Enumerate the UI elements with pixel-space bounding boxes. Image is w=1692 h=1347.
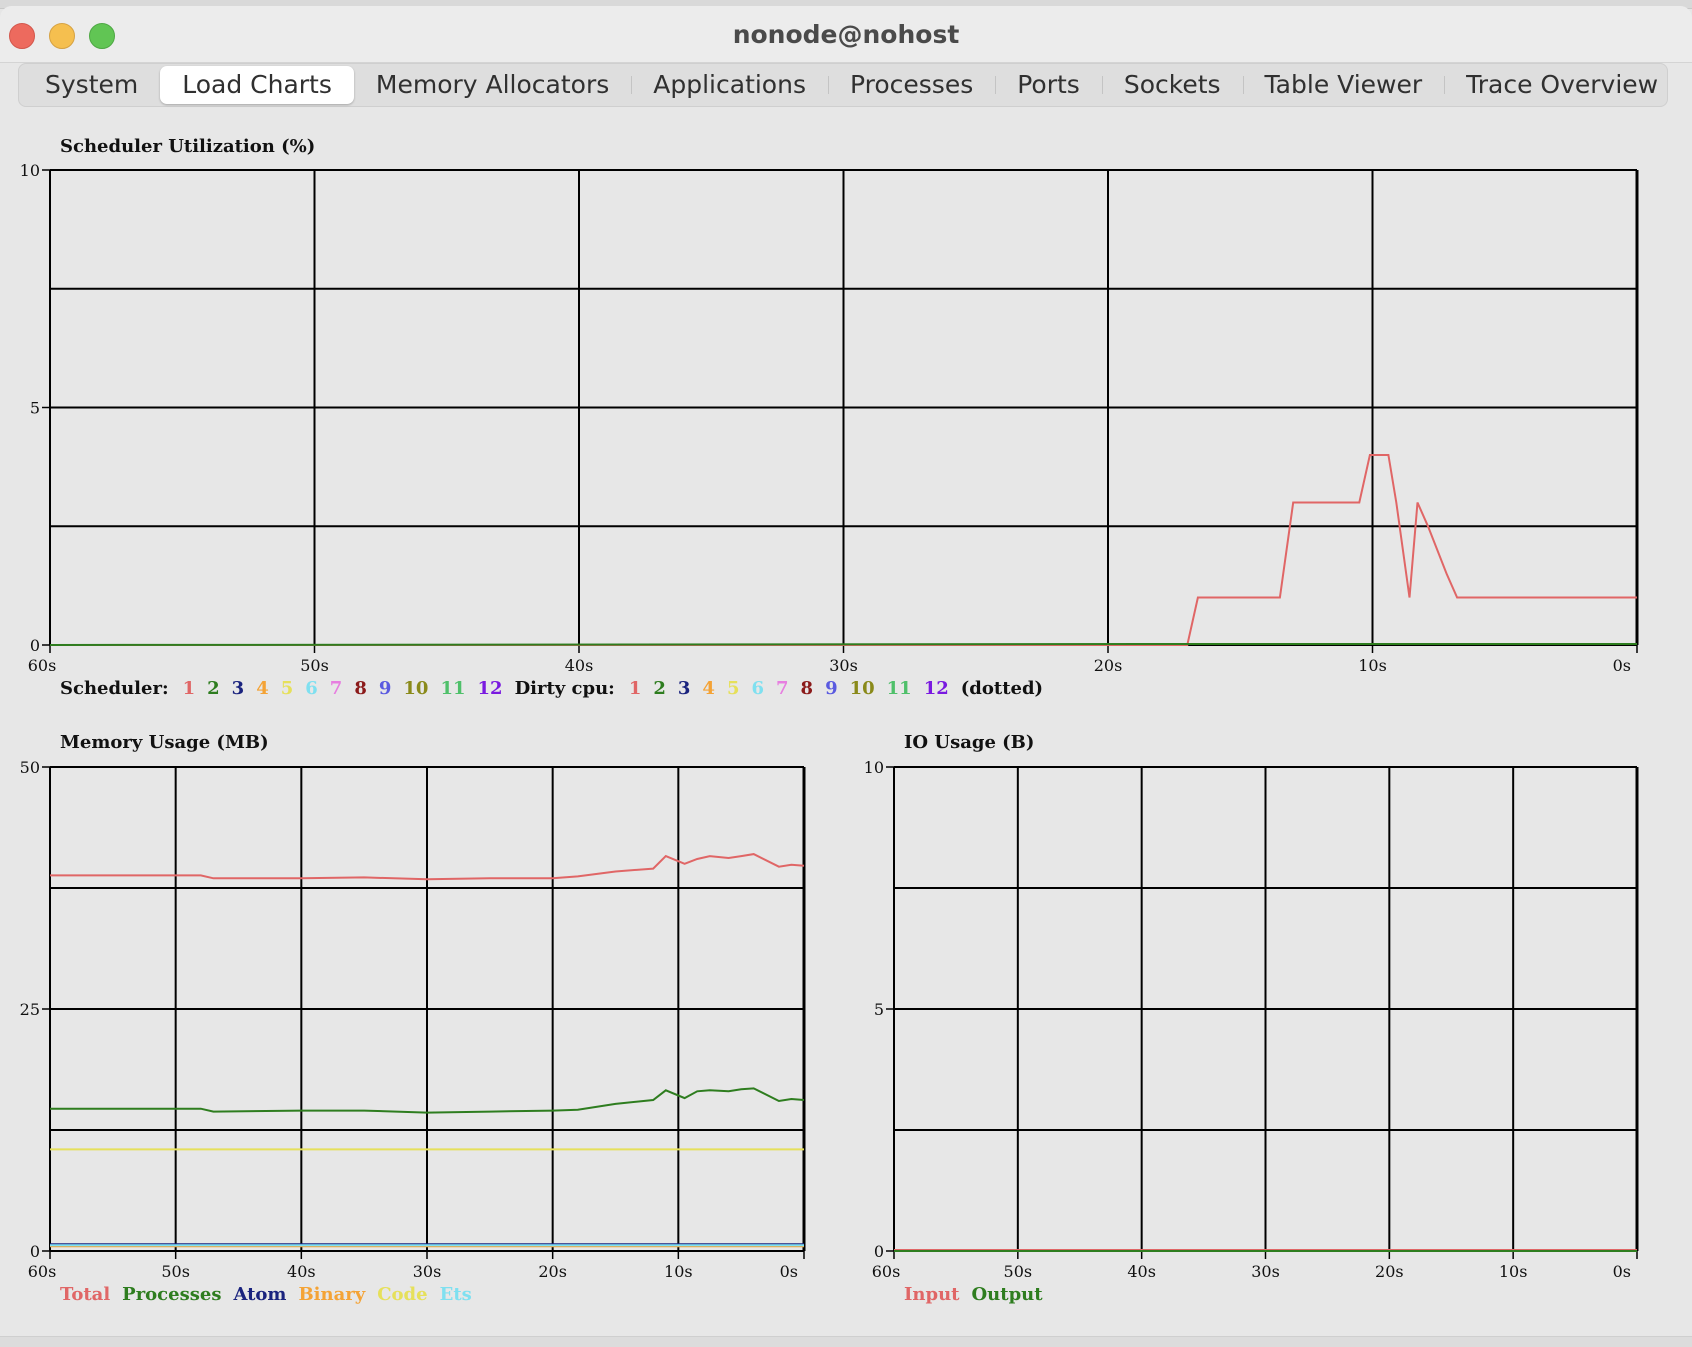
scheduler-y-tick-label: 0 bbox=[30, 636, 40, 655]
scheduler-x-tick-label: 40s bbox=[565, 656, 594, 675]
dirty-cpu-legend-item: 12 bbox=[923, 678, 949, 699]
io-x-tick-label: 60s bbox=[872, 1262, 901, 1281]
memory-x-tick-label: 60s bbox=[28, 1262, 57, 1281]
memory-legend-item: Atom bbox=[233, 1284, 287, 1305]
memory-legend-item: Code bbox=[377, 1284, 428, 1305]
scheduler-series-1 bbox=[50, 454, 1637, 646]
tab-sockets[interactable]: Sockets bbox=[1101, 66, 1243, 104]
scheduler-legend-item: 8 bbox=[354, 678, 367, 699]
io-y-tick-label: 0 bbox=[874, 1242, 884, 1261]
memory-x-tick-label: 30s bbox=[413, 1262, 442, 1281]
tab-table-viewer[interactable]: Table Viewer bbox=[1242, 66, 1445, 104]
dirty-cpu-legend-item: 11 bbox=[886, 678, 912, 699]
scheduler-legend-item: 2 bbox=[207, 678, 220, 699]
io-legend-item: Input bbox=[904, 1284, 960, 1305]
scheduler-x-tick-label: 20s bbox=[1094, 656, 1123, 675]
memory-x-tick-label: 0s bbox=[780, 1262, 798, 1281]
scheduler-x-tick-label: 10s bbox=[1358, 656, 1387, 675]
scheduler-x-tick-label: 60s bbox=[28, 656, 57, 675]
memory-x-tick-label: 10s bbox=[664, 1262, 693, 1281]
dirty-cpu-legend-item: 3 bbox=[677, 678, 691, 699]
scheduler-legend-item: 4 bbox=[256, 678, 269, 699]
scheduler-legend-item: 5 bbox=[280, 678, 294, 699]
tab-trace-overview[interactable]: Trace Overview bbox=[1444, 66, 1680, 104]
scheduler-y-tick-label: 10 bbox=[20, 161, 40, 180]
dirty-cpu-legend-label: Dirty cpu: bbox=[514, 678, 615, 699]
dirty-cpu-legend-item: 8 bbox=[800, 678, 814, 699]
memory-x-tick-label: 40s bbox=[287, 1262, 316, 1281]
scheduler-legend-item: 9 bbox=[378, 678, 392, 699]
io-legend-item: Output bbox=[971, 1284, 1043, 1305]
scheduler-legend-label: Scheduler: bbox=[60, 678, 169, 699]
scheduler-legend-item: 7 bbox=[329, 678, 343, 699]
io-chart-title: IO Usage (B) bbox=[904, 732, 1035, 753]
dirty-cpu-legend-item: 9 bbox=[825, 678, 838, 699]
io-legend: Input Output bbox=[904, 1284, 1055, 1305]
minimize-window-button[interactable] bbox=[49, 23, 75, 49]
io-x-tick-label: 30s bbox=[1251, 1262, 1280, 1281]
memory-y-tick-label: 50 bbox=[20, 758, 40, 777]
scheduler-y-tick-label: 5 bbox=[30, 399, 40, 418]
scheduler-legend-item: 10 bbox=[403, 678, 429, 699]
dirty-cpu-legend-item: 7 bbox=[776, 678, 789, 699]
memory-legend: Total Processes Atom Binary Code Ets bbox=[60, 1284, 484, 1305]
observer-window: nonode@nohost System Load Charts Memory … bbox=[0, 6, 1692, 1346]
dirty-cpu-legend-item: 10 bbox=[849, 678, 875, 699]
io-y-tick-label: 5 bbox=[874, 1000, 884, 1019]
tab-ports[interactable]: Ports bbox=[995, 66, 1102, 104]
title-bar: nonode@nohost bbox=[0, 6, 1692, 63]
dotted-legend-note: (dotted) bbox=[960, 678, 1044, 699]
scheduler-x-tick-label: 0s bbox=[1613, 656, 1631, 675]
zoom-window-button[interactable] bbox=[89, 23, 115, 49]
scheduler-chart-title: Scheduler Utilization (%) bbox=[60, 136, 316, 157]
tab-bar: System Load Charts Memory Allocators App… bbox=[18, 63, 1668, 107]
scheduler-legend: Scheduler: 1 2 3 4 5 6 7 8 9 10 11 12 Dirty cpu: 1 2 3 4 5… bbox=[60, 678, 1057, 699]
io-y-tick-label: 10 bbox=[864, 758, 884, 777]
dirty-cpu-legend-item: 5 bbox=[726, 678, 740, 699]
memory-legend-item: Total bbox=[60, 1284, 111, 1305]
memory-x-tick-label: 50s bbox=[161, 1262, 190, 1281]
scheduler-x-tick-label: 50s bbox=[300, 656, 329, 675]
tab-memory-allocators[interactable]: Memory Allocators bbox=[375, 70, 610, 99]
io-x-tick-label: 50s bbox=[1004, 1262, 1033, 1281]
dirty-cpu-legend-item: 1 bbox=[628, 678, 642, 699]
scheduler-x-tick-label: 30s bbox=[829, 656, 858, 675]
memory-y-tick-label: 0 bbox=[30, 1242, 40, 1261]
scheduler-legend-item: 1 bbox=[182, 678, 196, 699]
memory-legend-item: Ets bbox=[439, 1284, 472, 1305]
scheduler-series-2 bbox=[49, 643, 1637, 646]
close-window-button[interactable] bbox=[9, 23, 35, 49]
memory-series-total bbox=[50, 853, 805, 881]
memory-x-tick-label: 20s bbox=[538, 1262, 567, 1281]
tab-applications[interactable]: Applications bbox=[631, 66, 828, 104]
scheduler-legend-item: 12 bbox=[477, 678, 503, 699]
dirty-cpu-legend-item: 6 bbox=[751, 678, 764, 699]
memory-legend-item: Binary bbox=[298, 1284, 366, 1305]
scheduler-legend-item: 3 bbox=[231, 678, 245, 699]
tab-processes[interactable]: Processes bbox=[827, 66, 995, 104]
memory-legend-item: Processes bbox=[122, 1284, 222, 1305]
tab-load-charts[interactable]: Load Charts bbox=[160, 66, 354, 104]
window-title: nonode@nohost bbox=[732, 20, 960, 49]
scheduler-legend-item: 11 bbox=[440, 678, 466, 699]
tab-system[interactable]: System bbox=[45, 70, 139, 99]
io-x-tick-label: 20s bbox=[1375, 1262, 1404, 1281]
scheduler-legend-item: 6 bbox=[305, 678, 318, 699]
dirty-cpu-legend-item: 4 bbox=[702, 678, 715, 699]
io-x-tick-label: 10s bbox=[1499, 1262, 1528, 1281]
dirty-cpu-legend-item: 2 bbox=[653, 678, 666, 699]
memory-chart-title: Memory Usage (MB) bbox=[60, 732, 269, 753]
io-x-tick-label: 40s bbox=[1127, 1262, 1156, 1281]
window-bottom-edge bbox=[0, 1336, 1692, 1347]
memory-series-processes bbox=[50, 1087, 805, 1114]
io-x-tick-label: 0s bbox=[1613, 1262, 1631, 1281]
memory-y-tick-label: 25 bbox=[20, 1000, 40, 1019]
